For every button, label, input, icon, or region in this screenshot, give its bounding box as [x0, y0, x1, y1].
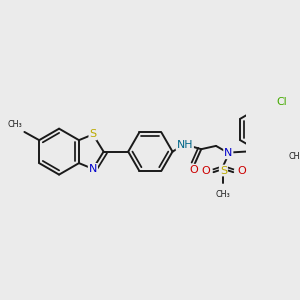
Text: O: O — [237, 166, 246, 176]
Text: NH: NH — [177, 140, 193, 150]
Text: O: O — [190, 165, 198, 175]
Text: O: O — [201, 166, 210, 176]
Text: Cl: Cl — [277, 97, 287, 106]
Text: N: N — [89, 164, 97, 174]
Text: S: S — [220, 166, 227, 176]
Text: CH₃: CH₃ — [7, 120, 22, 129]
Text: CH₃: CH₃ — [289, 152, 300, 160]
Text: S: S — [89, 129, 97, 140]
Text: N: N — [224, 148, 232, 158]
Text: CH₃: CH₃ — [216, 190, 231, 199]
